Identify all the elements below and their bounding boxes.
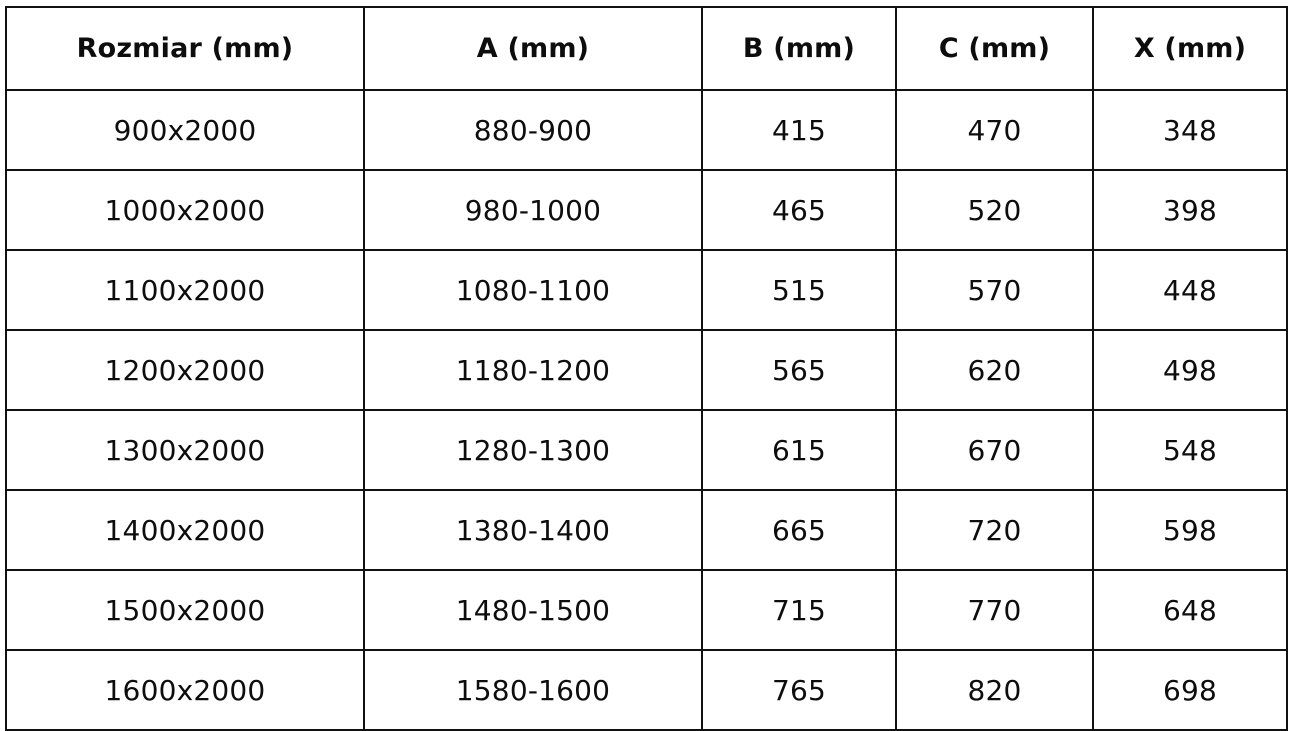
table-row: 1200x2000 1180-1200 565 620 498: [5, 329, 1288, 411]
cell-a: 1480-1500: [363, 569, 703, 651]
cell-x: 498: [1092, 329, 1288, 411]
table-row: 1000x2000 980-1000 465 520 398: [5, 169, 1288, 251]
cell-b: 765: [701, 649, 897, 731]
cell-x: 398: [1092, 169, 1288, 251]
cell-b: 565: [701, 329, 897, 411]
cell-a: 980-1000: [363, 169, 703, 251]
cell-x: 648: [1092, 569, 1288, 651]
cell-x: 598: [1092, 489, 1288, 571]
cell-b: 615: [701, 409, 897, 491]
column-header-a: A (mm): [363, 6, 703, 91]
cell-a: 880-900: [363, 89, 703, 171]
cell-size: 1100x2000: [5, 249, 365, 331]
column-header-size: Rozmiar (mm): [5, 6, 365, 91]
table-row: 900x2000 880-900 415 470 348: [5, 89, 1288, 171]
cell-c: 720: [895, 489, 1094, 571]
cell-size: 1500x2000: [5, 569, 365, 651]
cell-a: 1580-1600: [363, 649, 703, 731]
cell-a: 1280-1300: [363, 409, 703, 491]
column-header-b: B (mm): [701, 6, 897, 91]
cell-c: 520: [895, 169, 1094, 251]
cell-size: 1600x2000: [5, 649, 365, 731]
table-row: 1500x2000 1480-1500 715 770 648: [5, 569, 1288, 651]
table-row: 1100x2000 1080-1100 515 570 448: [5, 249, 1288, 331]
cell-size: 1000x2000: [5, 169, 365, 251]
cell-c: 620: [895, 329, 1094, 411]
cell-b: 415: [701, 89, 897, 171]
spec-table-container: Rozmiar (mm) A (mm) B (mm) C (mm) X (mm)…: [5, 6, 1288, 731]
column-header-c: C (mm): [895, 6, 1094, 91]
cell-a: 1380-1400: [363, 489, 703, 571]
cell-size: 1400x2000: [5, 489, 365, 571]
cell-c: 570: [895, 249, 1094, 331]
table-row: 1400x2000 1380-1400 665 720 598: [5, 489, 1288, 571]
cell-a: 1180-1200: [363, 329, 703, 411]
cell-size: 1200x2000: [5, 329, 365, 411]
cell-c: 670: [895, 409, 1094, 491]
header-row: Rozmiar (mm) A (mm) B (mm) C (mm) X (mm): [5, 6, 1288, 91]
cell-c: 470: [895, 89, 1094, 171]
table-row: 1600x2000 1580-1600 765 820 698: [5, 649, 1288, 731]
cell-b: 465: [701, 169, 897, 251]
cell-x: 548: [1092, 409, 1288, 491]
table-body: 900x2000 880-900 415 470 348 1000x2000 9…: [5, 89, 1288, 731]
cell-size: 900x2000: [5, 89, 365, 171]
cell-x: 448: [1092, 249, 1288, 331]
spec-table: Rozmiar (mm) A (mm) B (mm) C (mm) X (mm)…: [5, 6, 1288, 731]
column-header-x: X (mm): [1092, 6, 1288, 91]
cell-b: 665: [701, 489, 897, 571]
cell-b: 715: [701, 569, 897, 651]
table-header: Rozmiar (mm) A (mm) B (mm) C (mm) X (mm): [5, 6, 1288, 91]
cell-x: 348: [1092, 89, 1288, 171]
cell-size: 1300x2000: [5, 409, 365, 491]
cell-b: 515: [701, 249, 897, 331]
cell-a: 1080-1100: [363, 249, 703, 331]
cell-c: 770: [895, 569, 1094, 651]
cell-c: 820: [895, 649, 1094, 731]
cell-x: 698: [1092, 649, 1288, 731]
table-row: 1300x2000 1280-1300 615 670 548: [5, 409, 1288, 491]
